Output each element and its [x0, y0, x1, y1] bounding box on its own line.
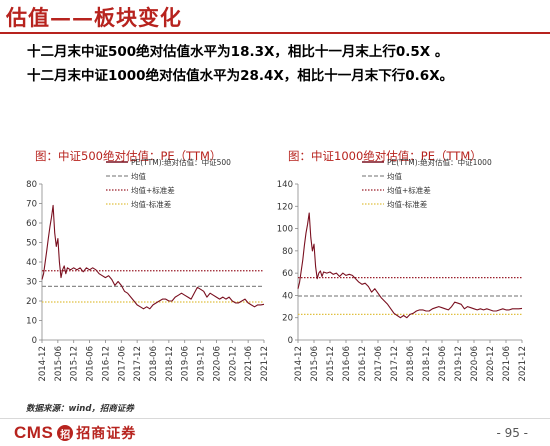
y-tick-label-2: 20 — [26, 297, 37, 307]
x-tick-label-12: 2020-12 — [486, 346, 496, 382]
x-tick-label-10: 2019-12 — [197, 346, 207, 382]
y-tick-label-0: 0 — [288, 336, 293, 346]
y-tick-label-4: 40 — [26, 258, 37, 268]
legend-label-1: 均值 — [131, 171, 146, 181]
data-source-note: 数据来源：wind，招商证券 — [26, 404, 134, 414]
y-tick-label-6: 120 — [277, 202, 293, 212]
legend-label-3: 均值-标准差 — [131, 199, 172, 209]
company-logo: CMS 招 招商证券 — [14, 423, 136, 443]
x-tick-label-7: 2018-06 — [406, 346, 416, 382]
y-tick-label-2: 40 — [282, 291, 293, 301]
legend-label-1: 均值 — [387, 171, 402, 181]
legend-label-0: PE(TTM):绝对估值：中证500 — [131, 157, 231, 167]
x-tick-label-2: 2015-12 — [326, 346, 336, 382]
summary-line-csi500: 十二月末中证500绝对估值水平为18.3X，相比十一月末上行0.5X 。 — [27, 44, 449, 60]
chart-csi1000-pe: 0 20 40 60 80 100 120 140 2014-12 2015-06 2015-12 2… — [277, 157, 528, 382]
legend-label-3: 均值-标准差 — [387, 199, 428, 209]
x-tick-label-5: 2017-06 — [374, 346, 384, 382]
page-number: - 95 - — [496, 426, 528, 440]
y-tick-label-7: 140 — [277, 180, 293, 190]
chart-title-csi1000: 图：中证1000绝对估值：PE（TTM） — [288, 149, 482, 163]
logo-chinese-name: 招商证券 — [76, 426, 137, 442]
y-tick-label-6: 60 — [26, 219, 37, 229]
x-tick-label-10: 2019-12 — [454, 346, 464, 382]
legend-label-2: 均值+标准差 — [387, 185, 431, 195]
x-tick-label-11: 2020-06 — [212, 346, 222, 382]
footer-divider — [0, 418, 550, 419]
legend-label-0: PE(TTM):绝对估值：中证1000 — [387, 157, 492, 167]
x-tick-label-13: 2021-06 — [502, 346, 512, 382]
x-tick-label-6: 2017-12 — [390, 346, 400, 382]
pe-series-line — [41, 204, 265, 310]
x-tick-label-4: 2016-12 — [358, 346, 368, 382]
x-tick-label-14: 2021-12 — [260, 346, 270, 382]
x-tick-label-1: 2015-06 — [54, 346, 64, 382]
y-tick-label-8: 80 — [26, 180, 37, 190]
x-tick-label-5: 2017-06 — [117, 346, 127, 382]
x-tick-label-9: 2019-06 — [181, 346, 191, 382]
logo-mark-icon: 招 — [57, 425, 74, 441]
y-tick-label-1: 20 — [282, 314, 293, 324]
x-tick-label-9: 2019-06 — [438, 346, 448, 382]
x-tick-label-2: 2015-12 — [70, 346, 80, 382]
chart-title-csi500: 图：中证500绝对估值：PE（TTM） — [35, 149, 222, 163]
x-tick-label-12: 2020-12 — [228, 346, 238, 382]
page-title: 估值——板块变化 — [6, 5, 182, 30]
legend-label-2: 均值+标准差 — [131, 185, 175, 195]
x-tick-label-0: 2014-12 — [294, 346, 304, 382]
x-tick-label-7: 2018-06 — [149, 346, 159, 382]
x-tick-label-11: 2020-06 — [470, 346, 480, 382]
y-tick-label-3: 30 — [26, 278, 37, 288]
x-tick-label-6: 2017-12 — [133, 346, 143, 382]
x-tick-label-8: 2018-12 — [422, 346, 432, 382]
chart-csi500-pe: 0 10 20 30 40 50 60 70 80 2014-12 2015-06 2015-12 20… — [26, 157, 270, 382]
y-tick-label-1: 10 — [26, 317, 37, 327]
pe-series-line — [297, 212, 523, 319]
y-tick-label-3: 60 — [282, 269, 293, 279]
title-divider — [0, 32, 550, 34]
x-tick-label-8: 2018-12 — [165, 346, 175, 382]
x-tick-label-1: 2015-06 — [310, 346, 320, 382]
x-tick-label-3: 2016-06 — [342, 346, 352, 382]
x-tick-label-13: 2021-06 — [244, 346, 254, 382]
x-tick-label-4: 2016-12 — [101, 346, 111, 382]
y-tick-label-5: 50 — [26, 239, 37, 249]
x-tick-label-0: 2014-12 — [38, 346, 48, 382]
y-tick-label-5: 100 — [277, 225, 293, 235]
x-tick-label-3: 2016-06 — [86, 346, 96, 382]
y-tick-label-0: 0 — [32, 336, 37, 346]
y-tick-label-7: 70 — [26, 200, 37, 210]
summary-line-csi1000: 十二月末中证1000绝对估值水平为28.4X，相比十一月末下行0.6X。 — [27, 68, 454, 84]
logo-text: CMS — [14, 423, 54, 442]
y-tick-label-4: 80 — [282, 247, 293, 257]
x-tick-label-14: 2021-12 — [518, 346, 528, 382]
